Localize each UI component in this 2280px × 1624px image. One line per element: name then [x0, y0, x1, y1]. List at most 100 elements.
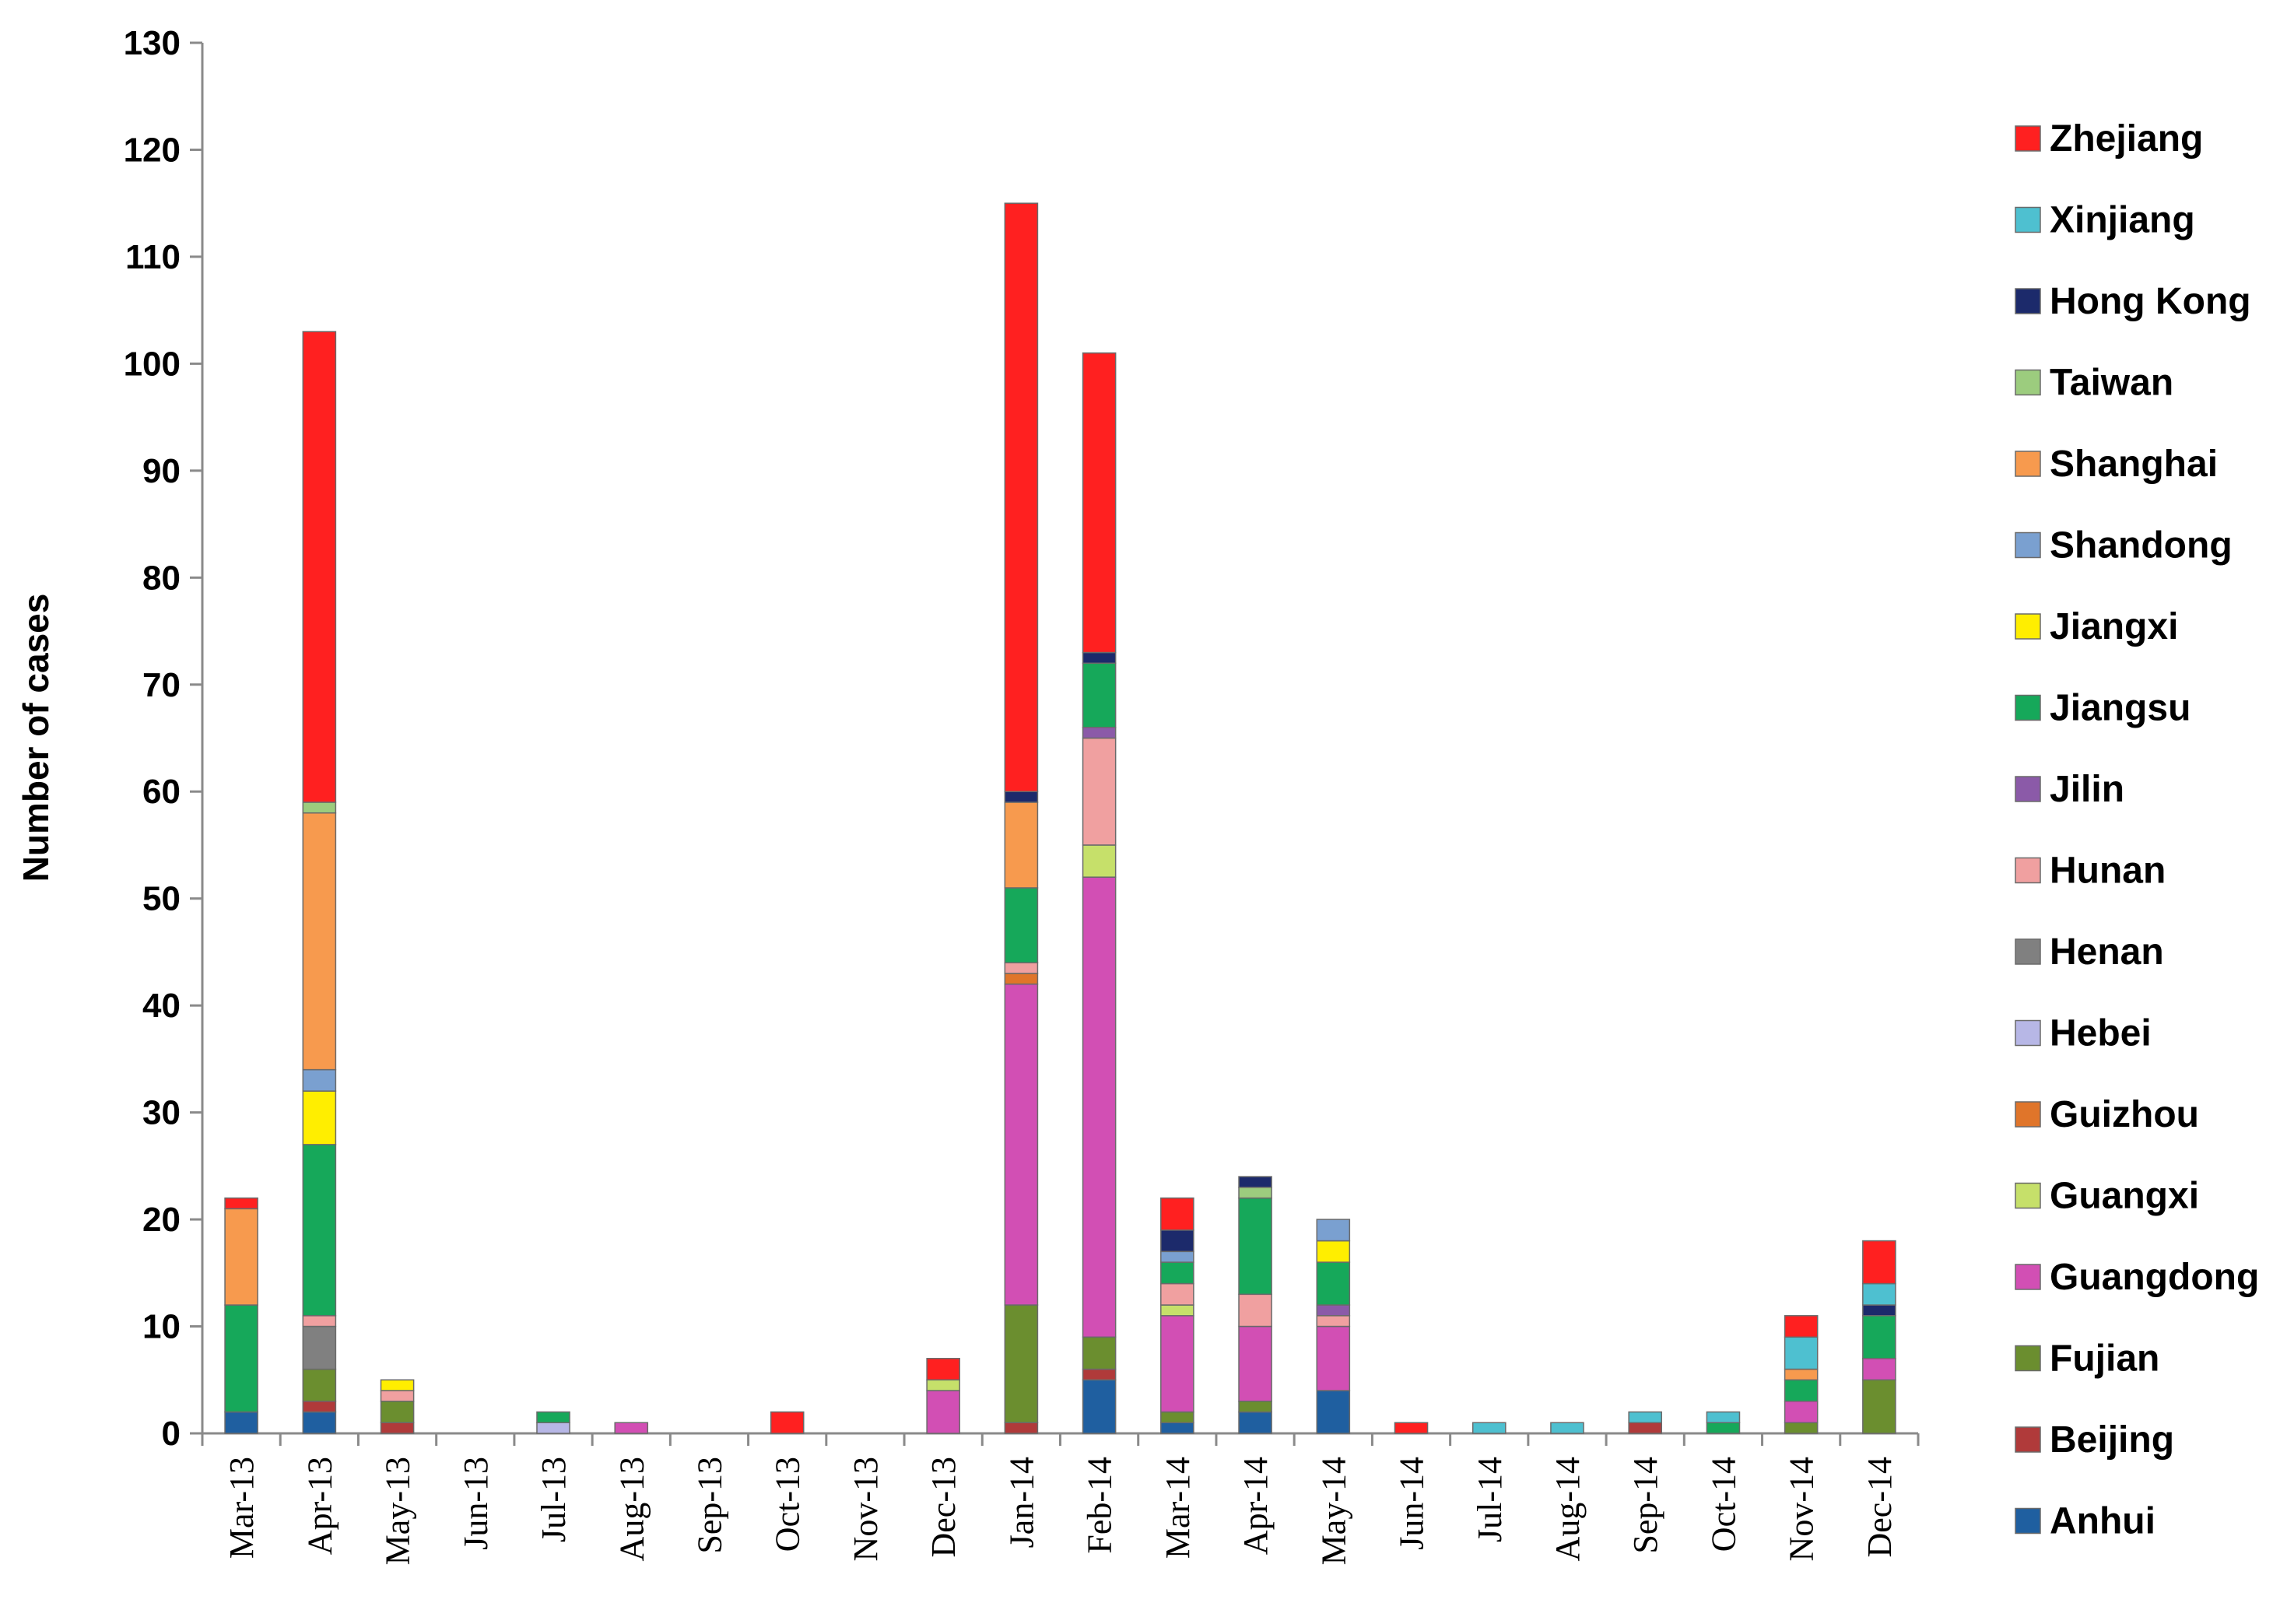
x-tick-label: Jun-14: [1393, 1457, 1431, 1550]
y-tick-label: 90: [142, 452, 181, 490]
y-tick-label: 110: [125, 238, 181, 276]
bar-segment: [1238, 1401, 1272, 1413]
bar-segment: [302, 1090, 337, 1145]
x-tick-label: Apr-13: [300, 1457, 338, 1555]
legend-swatch: [2015, 1426, 2041, 1453]
bar-segment: [1082, 1379, 1117, 1434]
bar-segment: [302, 1368, 337, 1402]
legend-label: Anhui: [2050, 1501, 2155, 1542]
x-tick-label: Jun-13: [457, 1457, 495, 1550]
x-tick-label: Apr-14: [1236, 1457, 1275, 1555]
bar-segment: [1082, 651, 1117, 665]
legend-swatch: [2015, 1264, 2041, 1290]
x-tick-label: May-13: [379, 1457, 417, 1565]
bar-segment: [1082, 844, 1117, 878]
bar-segment: [1862, 1304, 1896, 1317]
y-tick-label: 60: [142, 773, 181, 811]
y-tick-label: 120: [124, 131, 181, 169]
legend-swatch: [2015, 1019, 2041, 1047]
bar-segment: [1004, 1422, 1039, 1434]
bars: [224, 202, 1896, 1434]
bar-segment: [1160, 1250, 1194, 1263]
bar-segment: [926, 1358, 960, 1381]
legend: Zhejiang Xinjiang Hong Kong Taiwan Shanghai S…: [2015, 118, 2259, 1542]
bar-segment: [302, 1325, 337, 1370]
bar-segment: [1082, 1368, 1117, 1381]
bar-segment: [380, 1379, 415, 1391]
legend-swatch: [2015, 531, 2041, 559]
y-tick-label: 30: [142, 1094, 181, 1132]
legend-swatch: [2015, 451, 2041, 477]
bar-segment: [302, 1144, 337, 1317]
legend-label: Fujian: [2050, 1338, 2159, 1380]
bar-segment: [1628, 1422, 1663, 1434]
bar-segment: [1004, 973, 1039, 985]
bar-segment: [1784, 1401, 1819, 1424]
legend-swatch: [2015, 613, 2041, 640]
bar-segment: [1784, 1315, 1819, 1338]
bar-segment: [1784, 1422, 1819, 1434]
legend-swatch: [2015, 857, 2041, 884]
legend-swatch: [2015, 206, 2041, 233]
x-tick-label: Dec-13: [924, 1457, 963, 1558]
bar-segment: [1238, 1293, 1272, 1328]
bar-segment: [224, 1197, 258, 1210]
y-tick-label: 70: [142, 666, 181, 704]
bar-segment: [224, 1411, 258, 1434]
legend-label: Jilin: [2050, 769, 2124, 810]
bar-segment: [1316, 1240, 1351, 1263]
bar-segment: [1862, 1240, 1896, 1285]
bar-segment: [1628, 1411, 1663, 1424]
bar-segment: [770, 1411, 805, 1434]
bar-segment: [1004, 801, 1039, 889]
x-tick-label: Nov-13: [847, 1457, 885, 1561]
bar-segment: [302, 331, 337, 803]
legend-label: Xinjiang: [2050, 200, 2195, 241]
x-tick-label: Jul-14: [1471, 1457, 1509, 1542]
bar-segment: [1394, 1422, 1429, 1434]
bar-segment: [302, 1068, 337, 1092]
bar-segment: [926, 1390, 960, 1434]
bar-segment: [380, 1422, 415, 1434]
bar-segment: [1706, 1411, 1741, 1424]
y-axis-label: Number of cases: [16, 594, 56, 882]
legend-label: Zhejiang: [2050, 118, 2203, 160]
bar-segment: [1082, 1336, 1117, 1370]
x-tick-label: Oct-14: [1704, 1457, 1742, 1552]
y-tick-label: 10: [142, 1308, 181, 1346]
bar-segment: [1160, 1304, 1194, 1317]
bar-segment: [1862, 1315, 1896, 1359]
legend-swatch: [2015, 369, 2041, 396]
bar-segment: [1316, 1219, 1351, 1242]
bar-segment: [1082, 876, 1117, 1338]
legend-swatch: [2015, 776, 2041, 802]
bar-segment: [380, 1401, 415, 1424]
x-axis: Mar-13 Apr-13 May-13 Jun-13 Jul-13 Aug-13 Sep-…: [201, 1432, 1920, 1565]
y-axis: 0 10 20 30 40 50 60 70 80 90 100 110 120 130: [124, 24, 204, 1453]
x-tick-label: Mar-14: [1159, 1457, 1197, 1559]
bar-segment: [302, 1411, 337, 1434]
bar-segment: [302, 801, 337, 814]
bar-segment: [1004, 1304, 1039, 1424]
legend-label: Guangxi: [2050, 1176, 2199, 1217]
legend-label: Guangdong: [2050, 1257, 2259, 1298]
bar-segment: [1004, 983, 1039, 1306]
legend-label: Shanghai: [2050, 444, 2218, 485]
y-tick-label: 40: [142, 987, 181, 1025]
bar-segment: [1160, 1197, 1194, 1231]
y-tick-label: 100: [124, 345, 181, 383]
legend-label: Hunan: [2050, 851, 2166, 892]
bar-segment: [1004, 791, 1039, 803]
bar-segment: [536, 1411, 570, 1424]
bar-segment: [302, 812, 337, 1071]
y-tick-label: 130: [124, 24, 181, 62]
x-tick-label: Oct-13: [769, 1457, 807, 1552]
legend-label: Henan: [2050, 931, 2164, 973]
bar-segment: [1316, 1261, 1351, 1306]
bar-segment: [1004, 962, 1039, 974]
bar-segment: [1316, 1325, 1351, 1391]
bar-segment: [1706, 1422, 1741, 1434]
bar-segment: [926, 1379, 960, 1391]
bar-segment: [1082, 727, 1117, 739]
